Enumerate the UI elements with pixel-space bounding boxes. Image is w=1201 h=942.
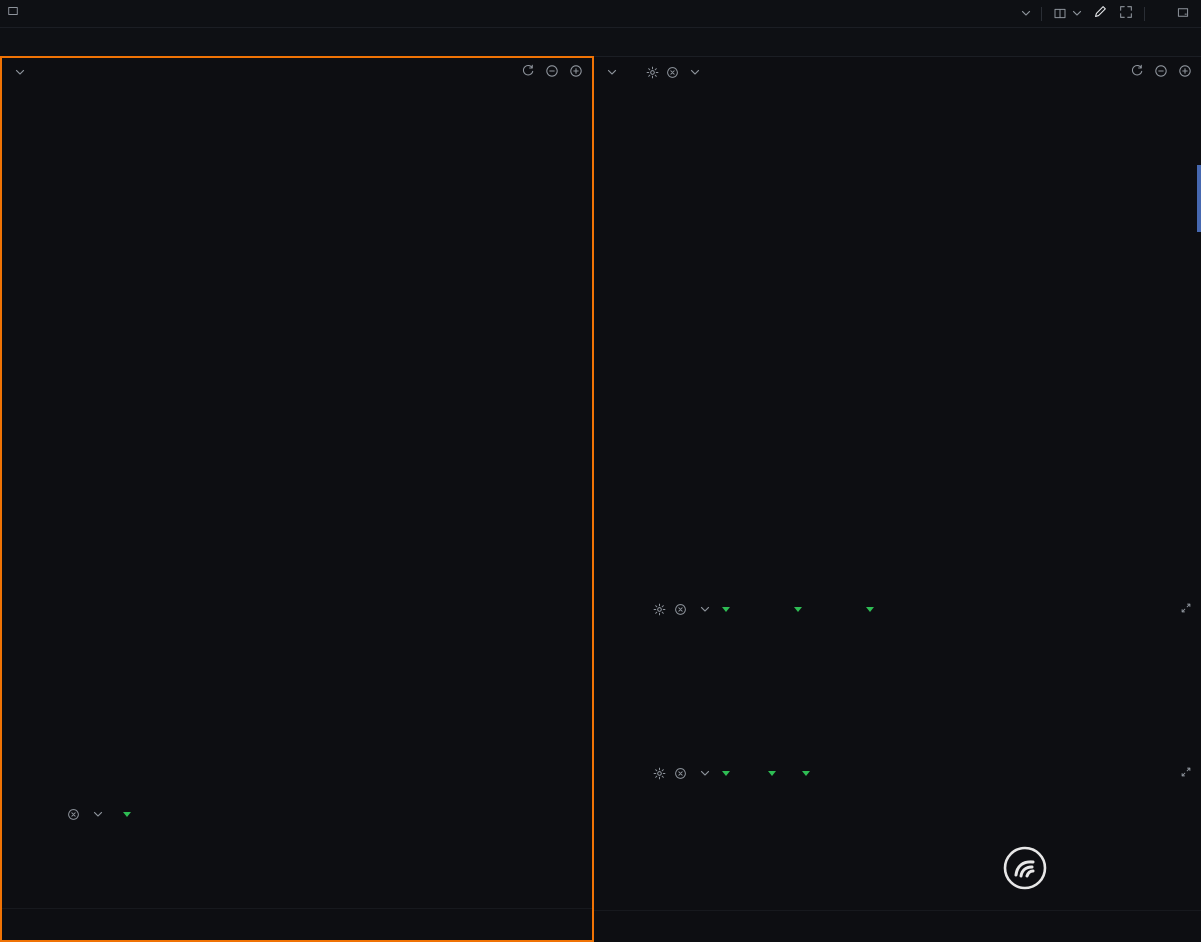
zoom-in-button[interactable]	[1177, 63, 1193, 82]
intraday-indicator-tabs	[2, 908, 592, 940]
gear-icon[interactable]	[645, 65, 660, 80]
single-window-button[interactable]	[1175, 5, 1191, 23]
divider	[1041, 6, 1042, 21]
zoom-in-icon	[1179, 64, 1191, 77]
zoom-out-button[interactable]	[544, 63, 560, 82]
chevron-down-icon	[1072, 10, 1082, 16]
expand-button[interactable]	[1179, 765, 1193, 782]
daily-indicator-tabs	[594, 910, 1201, 942]
daily-chart[interactable]	[594, 87, 1201, 909]
triangle-down-icon	[722, 770, 730, 776]
layout-grid-icon	[1054, 8, 1066, 19]
gear-icon[interactable]	[652, 766, 667, 781]
reset-zoom-button[interactable]	[1129, 63, 1145, 82]
zoom-in-button[interactable]	[568, 63, 584, 82]
draw-button[interactable]	[1092, 4, 1108, 23]
close-circle-icon[interactable]	[673, 766, 688, 781]
gear-icon[interactable]	[652, 602, 667, 617]
drawing-toolbar	[0, 28, 1201, 56]
pencil-icon	[1095, 6, 1106, 17]
macd-header	[652, 598, 1193, 620]
chevron-down-icon	[15, 69, 25, 75]
intraday-chart[interactable]	[2, 86, 592, 910]
vol-indicator-header	[66, 804, 131, 824]
triangle-down-icon	[794, 606, 802, 612]
close-circle-icon[interactable]	[673, 602, 688, 617]
zoom-in-icon	[570, 64, 582, 77]
daily-panel	[594, 56, 1201, 942]
zoom-out-icon	[546, 64, 558, 77]
period-dropdown-intraday[interactable]	[10, 69, 25, 76]
fullscreen-button[interactable]	[1118, 4, 1134, 23]
chevron-down-icon[interactable]	[700, 770, 710, 777]
display-dropdown[interactable]	[1017, 10, 1031, 17]
reset-zoom-button[interactable]	[520, 63, 536, 82]
triangle-down-icon	[722, 606, 730, 612]
title-bar	[0, 0, 1201, 28]
close-circle-icon[interactable]	[66, 807, 81, 822]
layout-dropdown[interactable]	[1052, 6, 1082, 21]
chevron-down-icon[interactable]	[700, 606, 710, 613]
expand-icon	[1181, 767, 1191, 776]
triangle-down-icon	[123, 811, 131, 817]
zoom-out-icon	[1155, 64, 1167, 77]
expand-icon	[1181, 603, 1191, 612]
triangle-down-icon	[768, 770, 776, 776]
reset-zoom-icon	[522, 64, 534, 75]
chevron-down-icon	[1021, 10, 1031, 16]
chevron-down-icon[interactable]	[93, 811, 103, 818]
divider	[1144, 6, 1145, 21]
mavol-header	[652, 762, 1193, 784]
window-icon	[6, 4, 20, 23]
chevron-down-icon[interactable]	[690, 69, 700, 76]
period-dropdown-daily[interactable]	[602, 69, 617, 76]
ma-indicator-controls	[645, 65, 700, 80]
zoom-out-button[interactable]	[1153, 63, 1169, 82]
single-window-icon	[1177, 7, 1189, 17]
fullscreen-icon	[1120, 6, 1132, 18]
triangle-down-icon	[802, 770, 810, 776]
chevron-down-icon	[607, 69, 617, 75]
expand-button[interactable]	[1179, 601, 1193, 618]
triangle-down-icon	[866, 606, 874, 612]
intraday-panel	[0, 56, 594, 942]
scrollbar-thumb[interactable]	[1197, 165, 1201, 232]
close-circle-icon[interactable]	[665, 65, 680, 80]
reset-zoom-icon	[1131, 64, 1143, 75]
